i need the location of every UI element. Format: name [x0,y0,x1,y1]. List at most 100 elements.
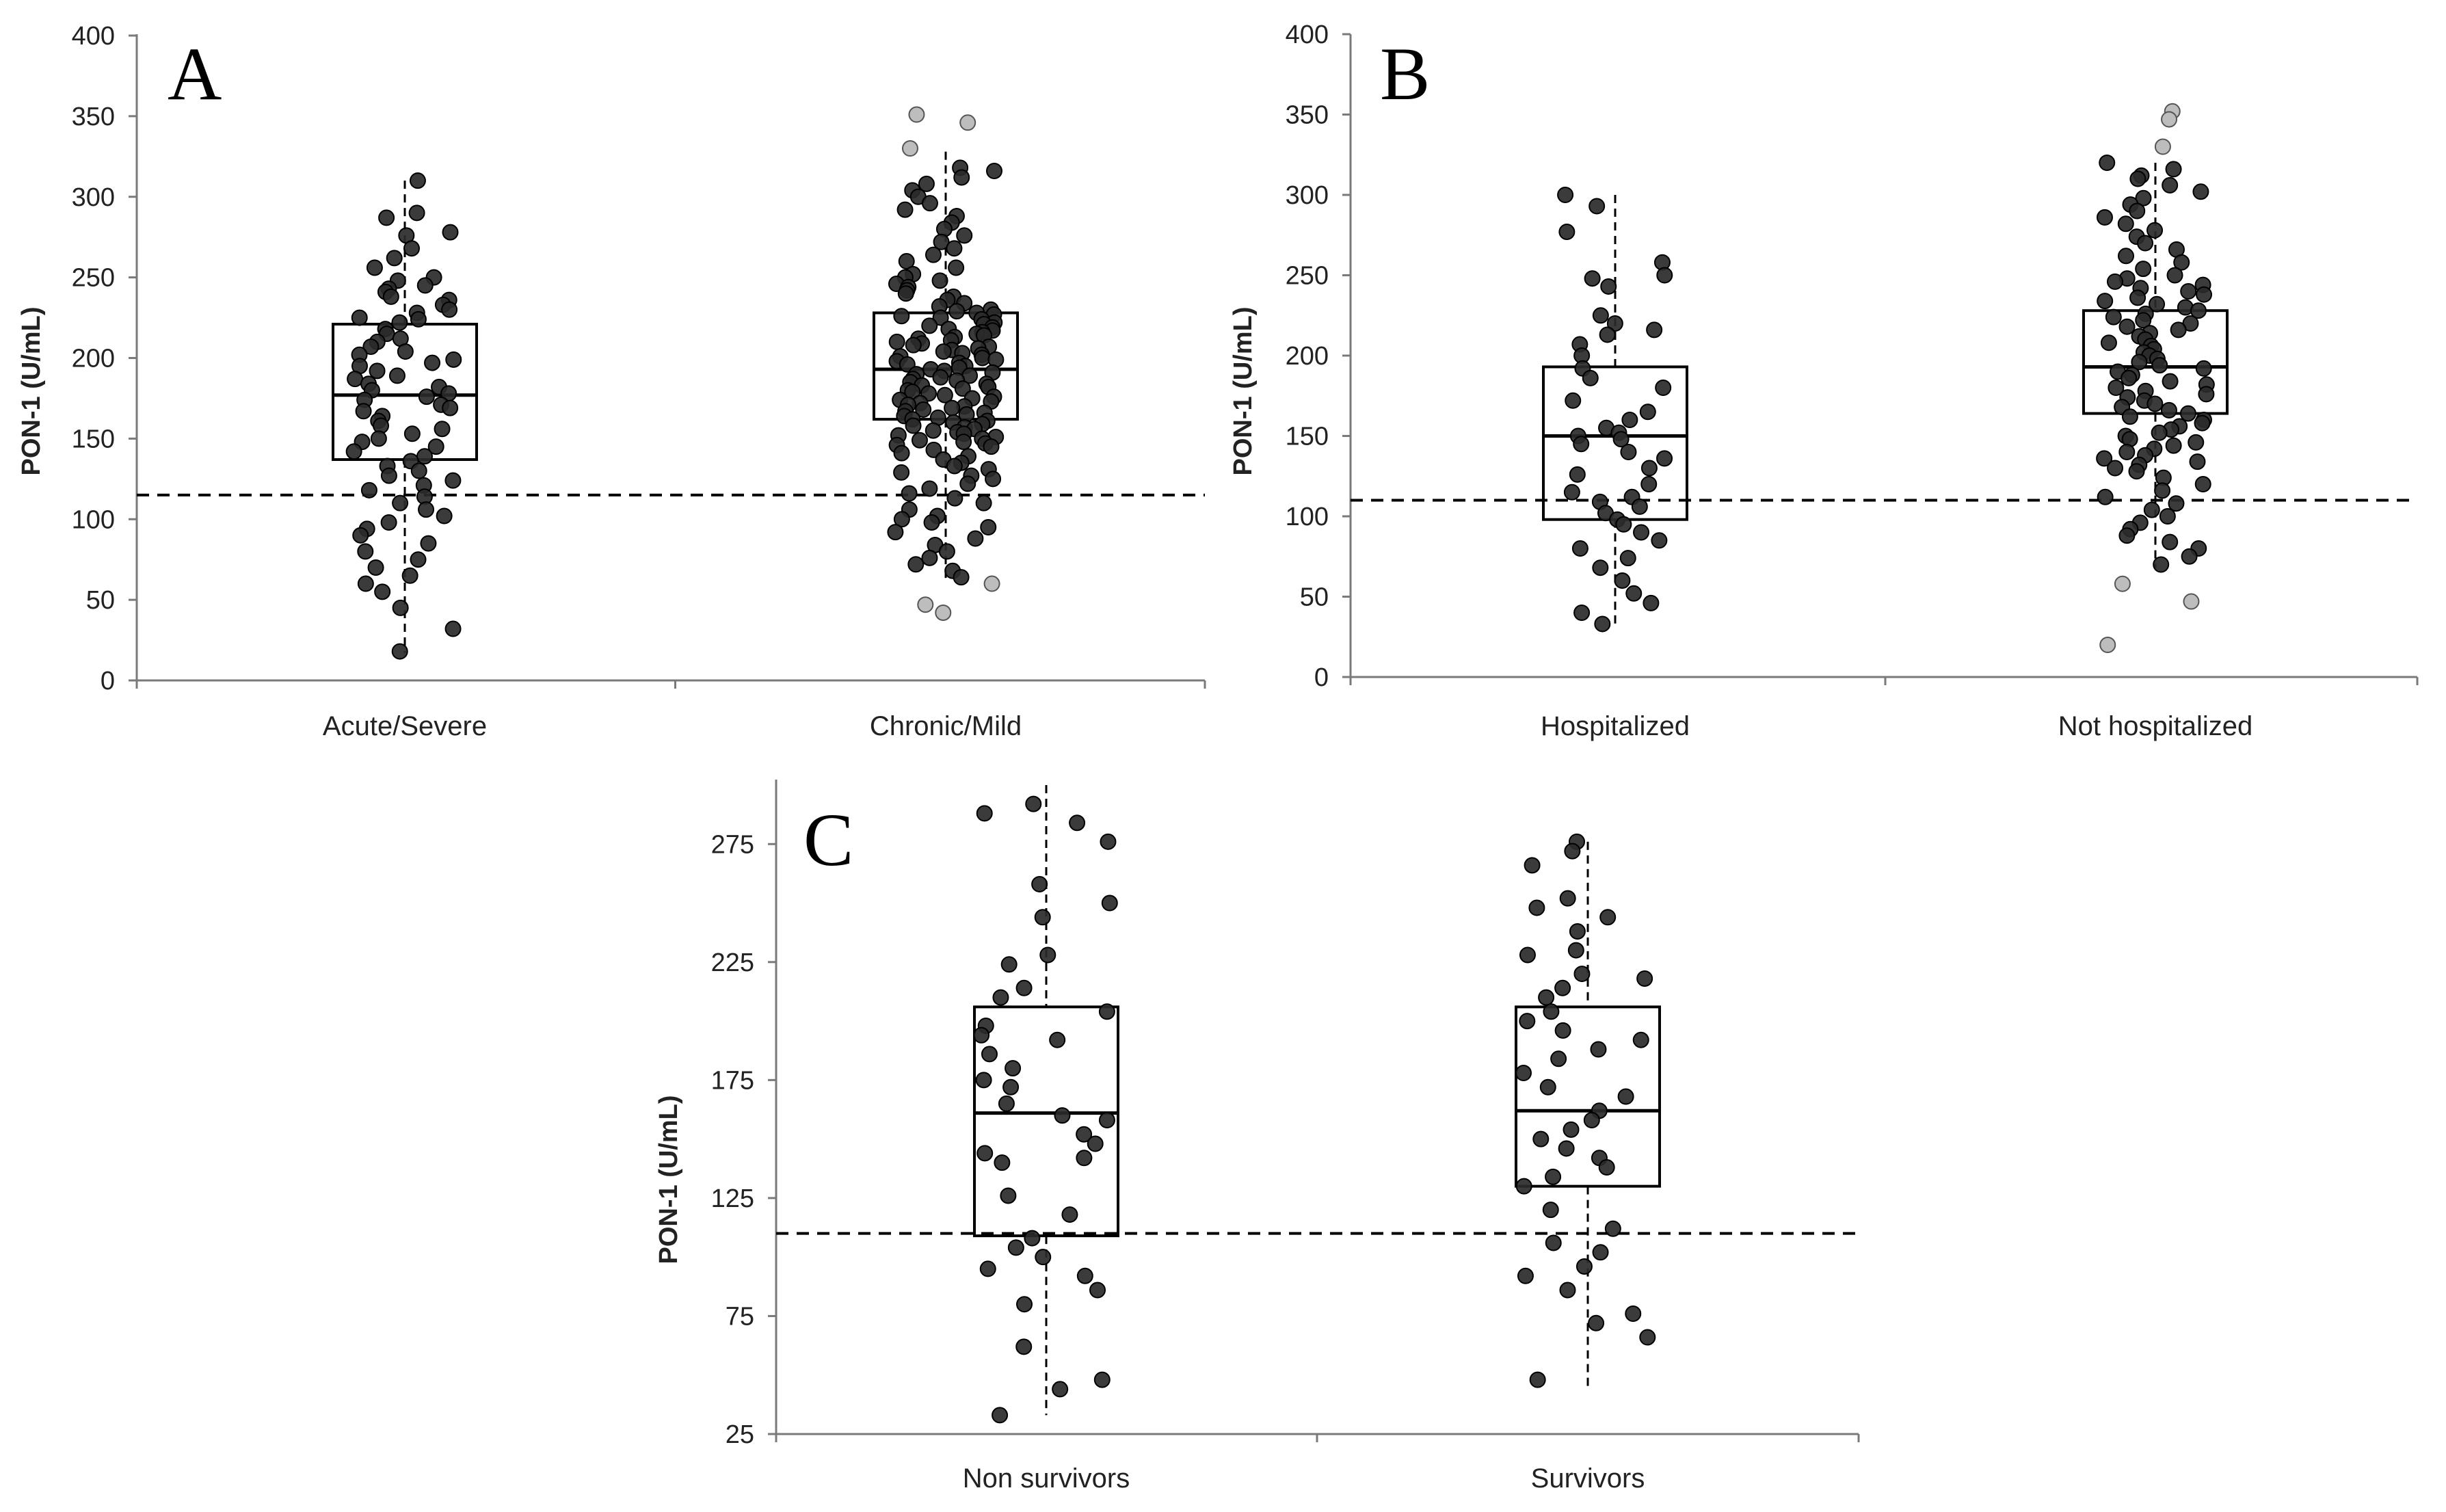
panel-b-data-point [2128,463,2145,480]
panel-b-data-point [2121,369,2138,386]
panel-b-data-point [1656,267,1673,284]
panel-c: C PON-1 (U/mL) 25 75 125 175 225 275 Non surv… [654,780,1860,1494]
panel-c-data-point [1545,1168,1562,1185]
panel-b-data-point [2195,360,2212,377]
panel-a-groups [332,106,1019,660]
panel-a-data-point [893,464,910,481]
panel-a-data-point [347,371,364,388]
panel-b-group-2 [2082,103,2229,653]
panel-a-data-point [397,343,414,360]
panel-b-x-ticks [1349,677,2419,685]
panel-c-data-point [1554,1022,1571,1039]
panel-b-data-point [2189,453,2206,470]
panel-c-data-point [1089,1282,1106,1299]
panel-c-data-point [1054,1107,1071,1124]
panel-c-data-point [1625,1305,1642,1323]
panel-b-data-point [2135,189,2152,207]
panel-b-data-point [2153,556,2170,573]
panel-a-data-point [427,438,444,455]
panel-b-data-point [2188,434,2205,451]
panel-b-data-point [2097,293,2114,310]
panel-b-data-point [1614,572,1631,589]
panel-c-data-point [1101,894,1118,912]
panel-a-data-point [921,195,938,212]
panel-b-data-point [1651,532,1668,549]
panel-a-data-point [985,163,1002,180]
panel-b-data-point [1588,198,1606,215]
panel-c-data-point [1528,899,1545,916]
panel-c-data-point [1563,1121,1580,1138]
panel-a-data-point [442,399,459,416]
panel-b-data-point [1557,187,1574,203]
panel-a-data-point [380,467,397,484]
panel-a-data-point [424,354,441,371]
panel-c-data-point [992,1407,1009,1424]
panel-b-data-point [1592,559,1609,576]
panel-a-data-point [420,535,437,552]
panel-b-data-point [2129,170,2146,187]
panel-c-data-point [1550,1050,1567,1067]
panel-c-data-point [1515,1065,1532,1082]
panel-c-y-axis-label: PON-1 (U/mL) [654,1096,683,1264]
panel-b-data-point [1592,307,1609,324]
panel-b-outlier-point [2114,575,2131,592]
panel-a: A PON-1 (U/mL) 050100150200250300350400 … [17,22,1206,741]
panel-a-data-point [388,367,406,384]
panel-a-y-tick-label: 100 [72,505,115,534]
panel-b-data-point [2096,450,2113,467]
panel-c-data-point [1590,1041,1607,1058]
panel-a-data-point [391,643,408,660]
panel-b-data-point [1633,524,1650,541]
panel-a-data-point [418,501,435,518]
panel-a-data-point [911,432,928,449]
panel-b-data-point [2165,161,2182,178]
panel-b-data-point [2100,334,2117,352]
panel-c-data-point [1569,923,1586,940]
panel-c-data-point [1039,946,1056,964]
panel-a-data-point [921,480,938,497]
panel-c-data-point [1519,1013,1536,1030]
panel-a-data-point [410,551,427,568]
panel-c-data-point [1583,1112,1600,1129]
panel-a-data-point [983,438,1000,455]
panel-c-data-point [1076,1126,1093,1143]
panel-a-data-point [352,527,369,544]
panel-b-data-point [2149,295,2166,313]
panel-b-data-point [1615,516,1632,533]
panel-a-data-point [932,369,949,386]
panel-b-data-point [2173,254,2190,271]
panel-c-data-point [976,805,993,822]
panel-b-data-point [2118,248,2135,265]
panel-a-data-point [985,470,1002,488]
panel-b-data-point [2151,424,2168,441]
panel-b-data-point [2146,222,2164,239]
panel-c-y-tick-label: 75 [726,1302,754,1331]
panel-c-data-point [1100,833,1117,850]
panel-a-data-point [382,288,399,305]
panel-b-data-point [2190,302,2207,319]
panel-b-data-point [2196,286,2213,303]
panel-a-data-point [410,462,427,479]
panel-b-data-point [2117,215,2134,233]
panel-b-outlier-point [2154,138,2171,155]
panel-b-data-point [1612,431,1630,448]
panel-letter-c: C [803,798,853,881]
panel-c-data-point [1000,956,1018,973]
panel-c-data-point [1098,1003,1115,1020]
panel-a-data-point [974,349,991,367]
panel-a-data-point [948,259,965,276]
panel-b-data-point [2099,155,2116,171]
panel-a-data-point [959,475,976,492]
panel-a-data-point [444,472,462,489]
panel-c-data-point [1031,875,1048,892]
panel-b-data-point [2131,354,2148,371]
panel-b-data-point [1625,585,1643,602]
panel-b-data-point [2170,321,2187,339]
panel-a-data-point [925,246,942,263]
panel-a-data-point [366,259,383,276]
panel-b-data-point [2181,548,2198,565]
panel-c-data-point [1524,857,1541,874]
panel-c-data-point [1599,909,1617,926]
panel-a-data-point [408,204,425,222]
panel-c-data-point [1617,1088,1634,1105]
